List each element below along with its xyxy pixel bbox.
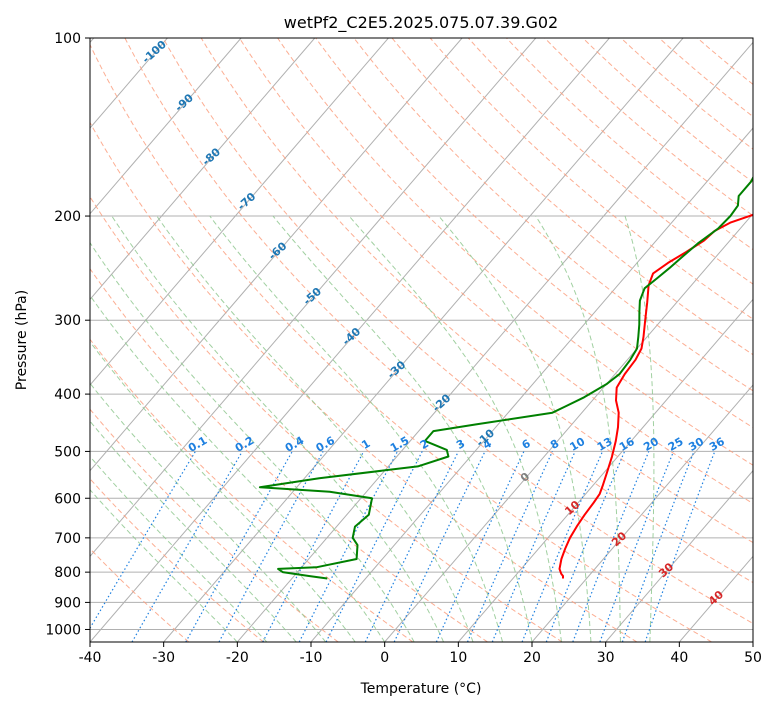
y-tick-label: 900 (54, 595, 81, 611)
y-tick-label: 800 (54, 565, 81, 581)
x-tick-label: 10 (449, 650, 467, 666)
x-tick-label: 50 (744, 650, 762, 666)
x-tick-label: 0 (380, 650, 389, 666)
x-tick-label: 30 (597, 650, 615, 666)
x-tick-label: 40 (670, 650, 688, 666)
y-tick-label: 300 (54, 313, 81, 329)
y-tick-label: 600 (54, 491, 81, 507)
x-tick-label: 20 (523, 650, 541, 666)
y-tick-label: 400 (54, 387, 81, 403)
y-tick-label: 1000 (45, 622, 81, 638)
x-tick-label: -10 (300, 650, 323, 666)
y-axis-label: Pressure (hPa) (14, 290, 30, 390)
chart-title: wetPf2_C2E5.2025.075.07.39.G02 (284, 13, 558, 33)
y-tick-label: 200 (54, 209, 81, 225)
y-tick-label: 700 (54, 531, 81, 547)
x-tick-label: -20 (226, 650, 249, 666)
x-axis-label: Temperature (°C) (360, 681, 482, 697)
x-tick-label: -30 (152, 650, 175, 666)
y-tick-label: 500 (54, 444, 81, 460)
x-tick-label: -40 (79, 650, 102, 666)
y-tick-label: 100 (54, 31, 81, 47)
